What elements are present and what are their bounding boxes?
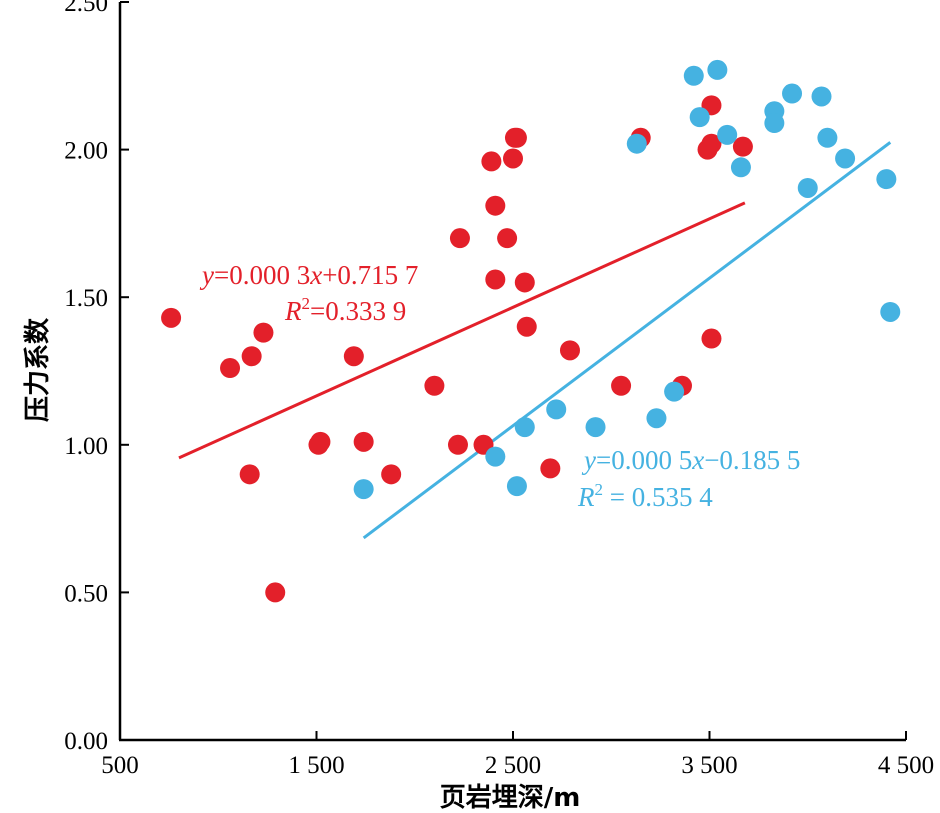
x-tick-label: 3 500 (681, 752, 737, 779)
red-data-point (559, 340, 580, 361)
blue-data-point (626, 133, 647, 154)
blue-data-point (717, 124, 738, 145)
x-axis-title: 页岩埋深/m (440, 783, 581, 813)
blue-trend-r2: R2 = 0.535 4 (577, 480, 713, 512)
red-data-point (485, 269, 506, 290)
y-tick-label: 1.00 (64, 433, 108, 460)
y-tick-label: 2.00 (64, 138, 108, 165)
blue-data-point (817, 127, 838, 148)
red-equation-intercept: +0.715 7 (322, 260, 418, 290)
red-data-point (447, 434, 468, 455)
blue-data-point (664, 381, 685, 402)
x-tick-label: 4 500 (878, 752, 934, 779)
red-data-point (353, 431, 374, 452)
blue-data-point (876, 169, 897, 190)
x-tick-label: 500 (101, 752, 139, 779)
blue-data-point (506, 476, 527, 497)
x-tick-label: 2 500 (485, 752, 541, 779)
blue-r2-r: R (577, 482, 595, 512)
blue-data-point (730, 157, 751, 178)
red-data-point (485, 195, 506, 216)
blue-data-point (485, 446, 506, 467)
red-data-point (481, 151, 502, 172)
red-data-point (381, 464, 402, 485)
red-data-point (540, 458, 561, 479)
red-equation-y: y (199, 260, 214, 290)
blue-trend-line (362, 141, 892, 540)
red-data-point (424, 375, 445, 396)
red-data-point (161, 307, 182, 328)
data-points (161, 59, 901, 603)
blue-equation-x: x (691, 445, 704, 475)
red-data-point (611, 375, 632, 396)
red-data-point (449, 228, 470, 249)
red-data-point (701, 133, 722, 154)
red-trend-line (178, 201, 746, 460)
red-trend-equation: y=0.000 3x+0.715 7 (199, 260, 418, 290)
red-data-point (732, 136, 753, 157)
blue-r2-sup: 2 (595, 480, 604, 499)
blue-data-point (707, 59, 728, 80)
red-data-point (343, 346, 364, 367)
red-equation-coef: =0.000 3 (214, 260, 310, 290)
y-axis-title: 压力系数 (23, 317, 53, 422)
red-trend-r2: R2=0.333 9 (284, 294, 406, 326)
blue-data-point (797, 177, 818, 198)
y-tick-label: 0.00 (64, 728, 108, 755)
red-data-point (265, 582, 286, 603)
blue-data-point (585, 417, 606, 438)
blue-data-point (514, 417, 535, 438)
red-data-point (701, 328, 722, 349)
blue-equation-coef: =0.000 5 (596, 445, 692, 475)
red-r2-sup: 2 (302, 294, 311, 313)
red-data-point (253, 322, 274, 343)
blue-trend-equation: y=0.000 5x−0.185 5 (581, 445, 800, 475)
blue-r2-value: = 0.535 4 (603, 482, 713, 512)
red-r2-value: =0.333 9 (310, 296, 406, 326)
ticks: 500 1 500 2 500 3 500 4 500 0.00 0.50 1.00 1.50 2… (64, 0, 934, 779)
blue-data-point (764, 113, 785, 134)
red-r2-r: R (284, 296, 302, 326)
red-data-point (506, 127, 527, 148)
blue-data-point (646, 408, 667, 429)
red-equation-x: x (309, 260, 322, 290)
blue-data-point (353, 479, 374, 500)
red-data-point (310, 431, 331, 452)
red-data-point (503, 148, 523, 169)
blue-data-point (689, 107, 710, 128)
blue-data-point (835, 148, 856, 169)
blue-data-point (880, 301, 901, 322)
y-tick-label: 2.50 (64, 0, 108, 17)
blue-equation-intercept: −0.185 5 (704, 445, 800, 475)
red-data-point (239, 464, 260, 485)
y-tick-label: 1.50 (64, 285, 108, 312)
blue-data-point (683, 65, 704, 86)
red-data-point (220, 358, 241, 379)
red-data-point (514, 272, 535, 293)
blue-data-point (782, 83, 803, 104)
blue-data-point (546, 399, 567, 420)
blue-equation-y: y (581, 445, 596, 475)
red-data-point (241, 346, 262, 367)
red-data-point (516, 316, 537, 337)
blue-data-point (811, 86, 832, 107)
x-tick-label: 1 500 (288, 752, 344, 779)
trendlines (178, 141, 892, 540)
red-data-point (497, 228, 518, 249)
y-tick-label: 0.50 (64, 580, 108, 607)
